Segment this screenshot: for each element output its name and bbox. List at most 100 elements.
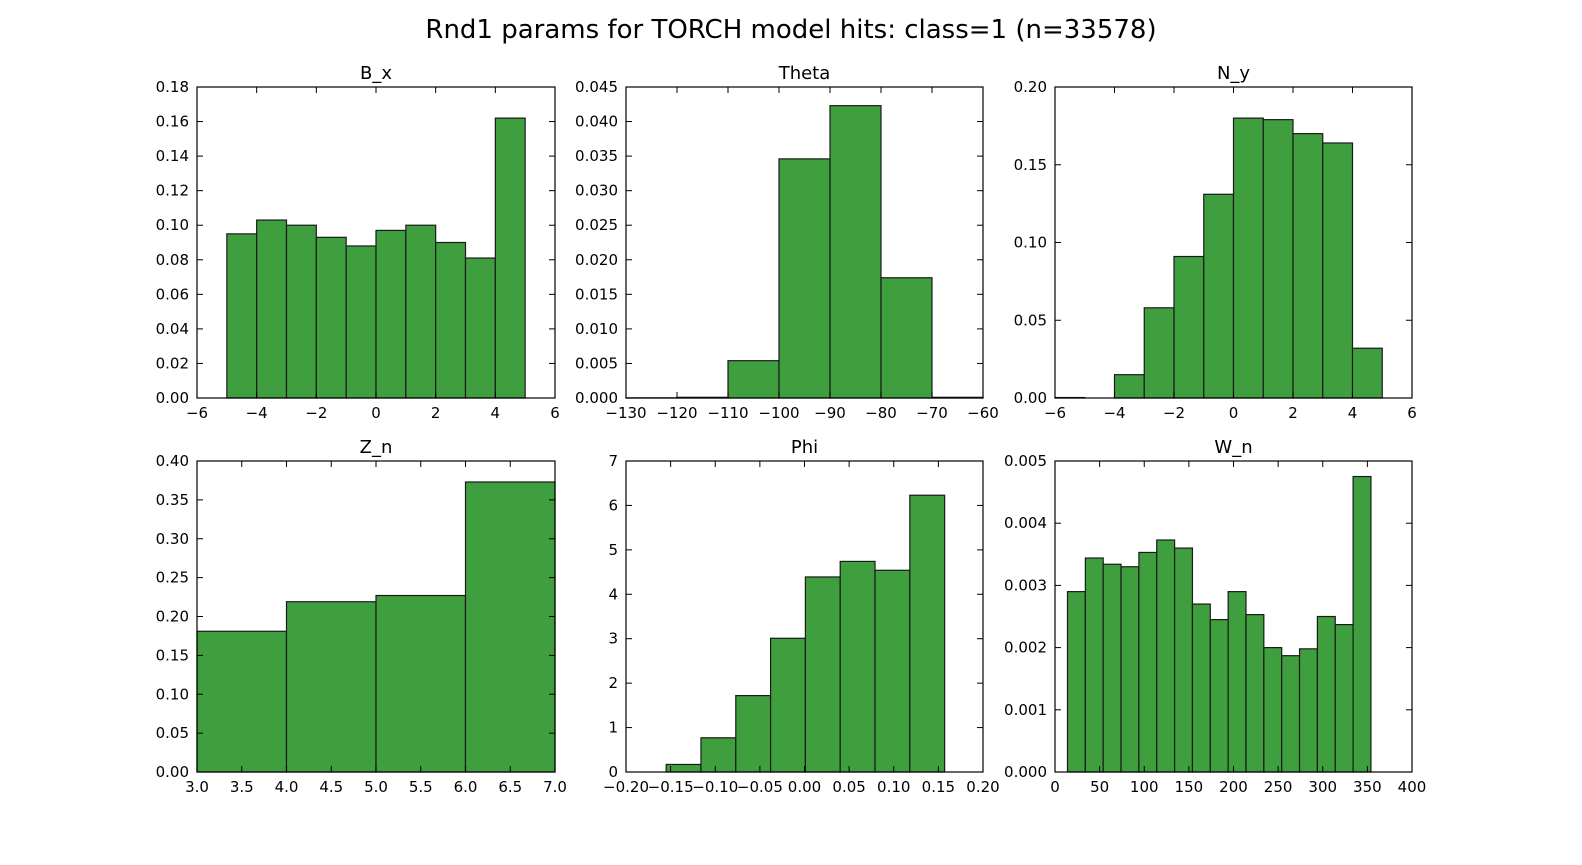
y-tick-label: 0.10 — [156, 685, 189, 703]
x-tick-label: 0.05 — [832, 778, 865, 796]
histogram-bar — [1173, 547, 1194, 773]
y-tick-label: 0.16 — [156, 113, 189, 131]
x-tick-label: 300 — [1308, 778, 1337, 796]
x-tick-label: 0 — [1229, 404, 1239, 422]
subplots: −6 −4 −2 0 2 4 6 0.00 0.02 0.04 0.06 0.08 0.10 0.12 0.… — [156, 63, 1427, 796]
x-tick-label: −0.05 — [737, 778, 783, 796]
histogram-bar — [1143, 307, 1175, 399]
histogram-bar — [1191, 603, 1211, 773]
histogram-bar — [1322, 142, 1354, 399]
histogram-bar — [735, 694, 772, 773]
y-tick-label: 0.10 — [1014, 234, 1047, 252]
histogram-bar — [196, 630, 288, 773]
histogram-bar — [665, 763, 702, 773]
x-tick-label: 0.15 — [922, 778, 955, 796]
histogram-bar — [285, 224, 317, 399]
x-tick-label: 7.0 — [543, 778, 567, 796]
histogram-bar — [1351, 347, 1383, 399]
histogram-bar — [375, 594, 467, 773]
subplot-title: W_n — [1214, 437, 1252, 458]
histogram-bar — [839, 560, 876, 773]
histogram-bar — [1232, 117, 1264, 399]
x-tick-label: −110 — [707, 404, 748, 422]
x-tick-label: 0.20 — [966, 778, 999, 796]
y-tick-label: 0.18 — [156, 78, 189, 96]
histogram-bar — [1203, 193, 1235, 399]
x-tick-label: 0 — [1050, 778, 1060, 796]
x-tick-label: −80 — [865, 404, 897, 422]
y-tick-label: 0.35 — [156, 491, 189, 509]
y-tick-label: 4 — [608, 585, 618, 603]
x-tick-label: 50 — [1090, 778, 1109, 796]
x-tick-label: −4 — [1103, 404, 1125, 422]
x-tick-label: −6 — [186, 404, 208, 422]
x-tick-label: −4 — [246, 404, 268, 422]
subplot-title: B_x — [360, 63, 392, 84]
histogram-bar — [1066, 591, 1086, 773]
histogram-bar — [880, 277, 933, 399]
histogram-bar — [405, 224, 437, 399]
y-tick-label: 0.000 — [1004, 763, 1047, 781]
histogram-bar — [1262, 119, 1294, 399]
histogram-bar — [1156, 539, 1176, 773]
histogram-bar — [285, 601, 377, 773]
y-tick-label: 0.040 — [575, 113, 618, 131]
histogram-bar — [778, 158, 831, 399]
figure-title: Rnd1 params for TORCH model hits: class=… — [425, 15, 1156, 45]
y-tick-label: 0.005 — [575, 354, 618, 372]
x-tick-label: 6.5 — [498, 778, 522, 796]
x-tick-label: 400 — [1398, 778, 1427, 796]
histogram-bar — [909, 494, 946, 773]
x-tick-label: −130 — [605, 404, 646, 422]
histogram-bar — [1227, 591, 1247, 773]
x-tick-label: −90 — [814, 404, 846, 422]
x-tick-label: −100 — [758, 404, 799, 422]
histogram-bar — [1173, 255, 1205, 399]
histogram-bar — [1102, 563, 1122, 773]
y-tick-label: 0.035 — [575, 147, 618, 165]
x-tick-label: 6 — [550, 404, 560, 422]
histogram-bar — [1352, 475, 1372, 773]
histogram-bar — [315, 236, 347, 399]
x-tick-label: −0.10 — [692, 778, 738, 796]
histogram-bar — [1138, 551, 1158, 773]
y-tick-label: 0.00 — [156, 389, 189, 407]
x-tick-label: −60 — [967, 404, 999, 422]
y-tick-label: 0.05 — [1014, 311, 1047, 329]
histogram-bar — [1298, 648, 1319, 773]
histogram-bar — [435, 241, 467, 399]
y-tick-label: 1 — [608, 719, 618, 737]
y-tick-label: 0.40 — [156, 452, 189, 470]
x-tick-label: 250 — [1264, 778, 1293, 796]
y-tick-label: 6 — [608, 496, 618, 514]
subplot-title: Z_n — [360, 437, 393, 458]
subplot-title: N_y — [1217, 63, 1250, 84]
x-tick-label: 2 — [431, 404, 441, 422]
y-tick-label: 0.002 — [1004, 639, 1047, 657]
x-tick-label: −2 — [305, 404, 327, 422]
histogram-bar — [494, 117, 526, 399]
y-tick-label: 0.030 — [575, 182, 618, 200]
histogram-bar — [804, 576, 841, 773]
subplot-title: Phi — [791, 437, 818, 458]
y-tick-label: 0.08 — [156, 251, 189, 269]
x-tick-label: −0.20 — [603, 778, 649, 796]
y-tick-label: 5 — [608, 541, 618, 559]
x-tick-label: −0.15 — [648, 778, 694, 796]
y-tick-label: 0.20 — [1014, 78, 1047, 96]
x-tick-label: 4 — [1348, 404, 1358, 422]
y-tick-label: 0.15 — [156, 646, 189, 664]
y-tick-label: 0.004 — [1004, 514, 1047, 532]
y-tick-label: 0.010 — [575, 320, 618, 338]
x-tick-label: −70 — [916, 404, 948, 422]
histogram-bar — [464, 257, 496, 399]
y-tick-label: 0.015 — [575, 285, 618, 303]
histogram-bar — [769, 637, 807, 773]
x-tick-label: 5.5 — [409, 778, 433, 796]
y-tick-label: 0.14 — [156, 147, 189, 165]
x-tick-label: −120 — [656, 404, 697, 422]
y-tick-label: 0.045 — [575, 78, 618, 96]
y-tick-label: 0.30 — [156, 530, 189, 548]
x-tick-label: 200 — [1219, 778, 1248, 796]
